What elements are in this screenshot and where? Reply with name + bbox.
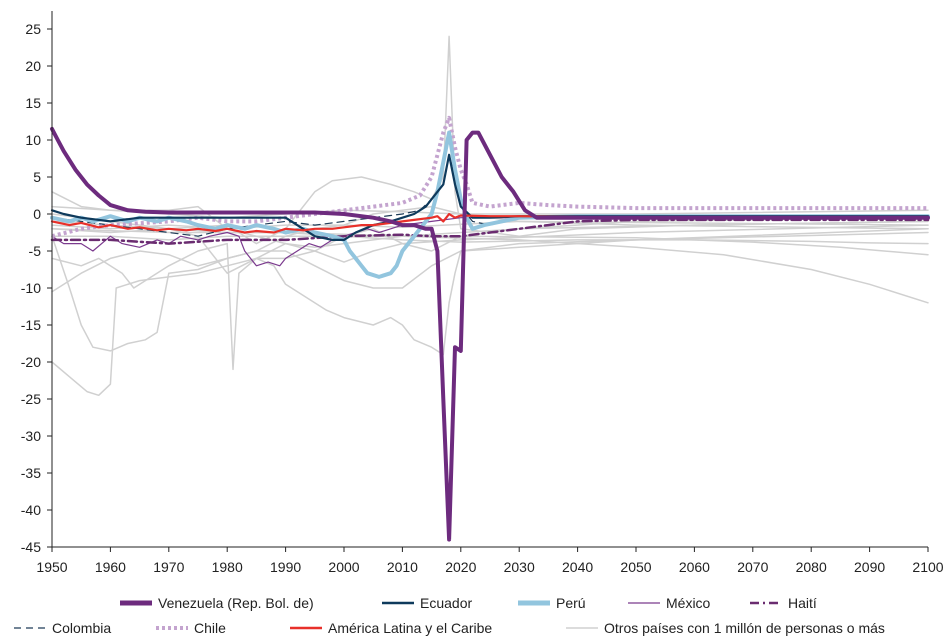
legend-label: Ecuador bbox=[420, 595, 472, 611]
x-tick-label: 2050 bbox=[620, 559, 651, 575]
legend-item-peru: Perú bbox=[518, 595, 586, 611]
x-tick-label: 1970 bbox=[153, 559, 184, 575]
y-tick-label: -45 bbox=[21, 539, 41, 555]
legend-label: América Latina y el Caribe bbox=[328, 620, 492, 636]
legend-label: Chile bbox=[194, 620, 226, 636]
x-tick-label: 2020 bbox=[445, 559, 476, 575]
y-tick-label: -35 bbox=[21, 465, 41, 481]
series-line-otros-8 bbox=[51, 235, 929, 245]
series-line-otros-10 bbox=[51, 228, 929, 304]
series-line-otros-2 bbox=[51, 224, 929, 397]
x-tick-label: 1990 bbox=[270, 559, 301, 575]
x-tick-label: 2100 bbox=[912, 559, 943, 575]
series-line-peru bbox=[50, 130, 930, 279]
y-tick-label: -15 bbox=[21, 317, 41, 333]
y-tick-label: 15 bbox=[25, 95, 41, 111]
legend-label: Otros países con 1 millón de personas o … bbox=[604, 620, 885, 636]
legend-label: Venezuela (Rep. Bol. de) bbox=[158, 595, 314, 611]
legend-label: Haití bbox=[788, 595, 817, 611]
y-tick-label: 25 bbox=[25, 21, 41, 37]
x-tick-label: 1960 bbox=[95, 559, 126, 575]
y-tick-label: 0 bbox=[33, 206, 41, 222]
x-tick-label: 2070 bbox=[737, 559, 768, 575]
x-tick-label: 2090 bbox=[854, 559, 885, 575]
series-layer bbox=[50, 35, 930, 542]
legend-item-colombia: Colombia bbox=[14, 620, 111, 636]
legend-item-ecuador: Ecuador bbox=[382, 595, 472, 611]
legend-item-otros-paises-con-1-millon-de-personas-o-mas: Otros países con 1 millón de personas o … bbox=[566, 620, 885, 636]
y-tick-label: -40 bbox=[21, 502, 41, 518]
series-line-mexico bbox=[51, 217, 929, 267]
x-tick-label: 1950 bbox=[36, 559, 67, 575]
y-tick-label: 5 bbox=[33, 169, 41, 185]
legend-label: Colombia bbox=[52, 620, 111, 636]
series-line-otros-6 bbox=[51, 220, 929, 356]
y-tick-label: -20 bbox=[21, 354, 41, 370]
x-tick-label: 1980 bbox=[212, 559, 243, 575]
legend: Venezuela (Rep. Bol. de) Ecuador Perú Méxic… bbox=[14, 595, 885, 636]
y-tick-label: -30 bbox=[21, 428, 41, 444]
legend-item-haiti: Haití bbox=[750, 595, 817, 611]
legend-label: México bbox=[666, 595, 711, 611]
series-line-venezuela-rep-bol-de bbox=[50, 126, 930, 542]
y-tick-label: -10 bbox=[21, 280, 41, 296]
series-line-otros-4 bbox=[51, 220, 929, 371]
series-line-america-latina-y-el-caribe bbox=[50, 212, 930, 234]
series-line-ecuador bbox=[50, 153, 930, 241]
x-tick-label: 2060 bbox=[679, 559, 710, 575]
y-tick-label: -25 bbox=[21, 391, 41, 407]
y-tick-label: 20 bbox=[25, 58, 41, 74]
series-line-colombia bbox=[51, 154, 929, 237]
x-tick-label: 2030 bbox=[504, 559, 535, 575]
x-tick-label: 2080 bbox=[796, 559, 827, 575]
y-tick-label: 10 bbox=[25, 132, 41, 148]
x-tick-label: 2000 bbox=[328, 559, 359, 575]
x-tick-label: 2040 bbox=[562, 559, 593, 575]
x-tick-label: 2010 bbox=[387, 559, 418, 575]
axes: 25 20 15 10 5 0 -5 -10 -15 -20 -25 -30 -35 -40 -45 1950… bbox=[21, 11, 944, 575]
y-tick-label: -5 bbox=[29, 243, 42, 259]
legend-item-chile: Chile bbox=[156, 620, 226, 636]
legend-item-america-latina-y-el-caribe: América Latina y el Caribe bbox=[290, 620, 492, 636]
legend-label: Perú bbox=[556, 595, 586, 611]
series-line-otros-3 bbox=[51, 205, 929, 352]
legend-item-venezuela-rep-bol-de: Venezuela (Rep. Bol. de) bbox=[120, 595, 314, 611]
legend-item-mexico: México bbox=[628, 595, 711, 611]
